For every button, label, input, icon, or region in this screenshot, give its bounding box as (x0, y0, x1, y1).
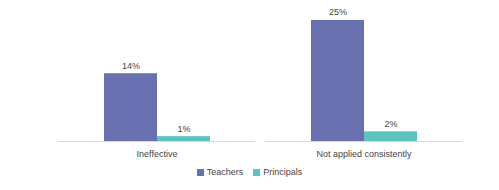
svg-text:2%: 2% (384, 119, 397, 129)
html-text:Teachers: Teachers (206, 167, 244, 177)
svg-text:14%: 14% (122, 61, 140, 71)
svg-text:25%: 25% (329, 7, 347, 17)
html-text:Principals: Principals (263, 167, 303, 177)
svg-text:Ineffective: Ineffective (137, 149, 178, 159)
svg-text:Not applied consistently: Not applied consistently (316, 149, 412, 159)
svg-text:1%: 1% (177, 124, 190, 134)
